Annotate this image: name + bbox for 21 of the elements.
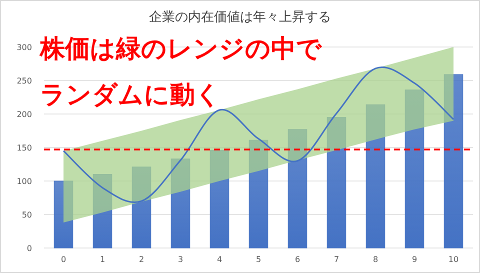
x-tick-label: 6	[294, 255, 300, 264]
x-tick-label: 9	[412, 255, 418, 264]
y-tick-label: 150	[16, 144, 32, 152]
y-tick-label: 0	[26, 244, 32, 253]
x-tick-label: 8	[372, 255, 378, 264]
y-tick-label: 300	[16, 43, 32, 52]
x-tick-label: 4	[216, 255, 222, 264]
chart-title: 企業の内在価値は年々上昇する	[149, 10, 331, 25]
annotation: ランダムに動く	[40, 80, 221, 109]
y-tick-label: 100	[16, 177, 32, 186]
x-tick-label: 10	[448, 255, 459, 264]
x-tick-label: 2	[138, 255, 144, 264]
x-tick-label: 3	[178, 255, 184, 264]
x-tick-label: 0	[60, 255, 66, 264]
x-tick-label: 7	[334, 255, 340, 264]
y-tick-label: 250	[16, 76, 32, 86]
annotation: 株価は緑のレンジの中で	[39, 34, 323, 63]
x-tick-label: 5	[256, 255, 262, 264]
x-tick-label: 1	[100, 255, 106, 264]
y-tick-label: 200	[16, 110, 32, 119]
y-tick-label: 50	[22, 210, 32, 220]
